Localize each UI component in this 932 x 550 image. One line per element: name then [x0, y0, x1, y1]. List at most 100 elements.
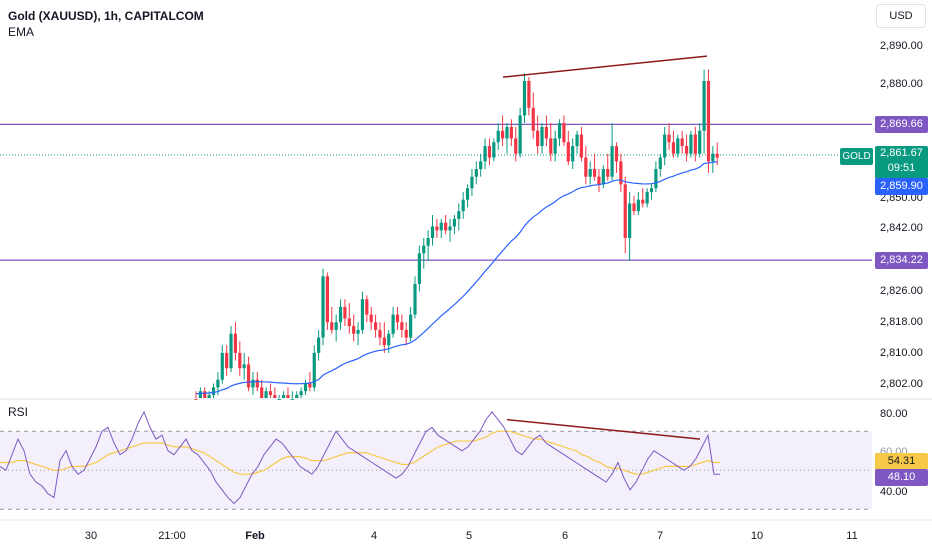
- time-tick: 21:00: [158, 530, 186, 542]
- candle-body: [606, 169, 610, 177]
- candle-body: [514, 138, 518, 154]
- time-tick: Feb: [245, 530, 265, 542]
- candle-body: [588, 169, 592, 177]
- price-trendline: [502, 55, 708, 78]
- candle-body: [584, 157, 588, 177]
- candle-body: [536, 130, 540, 147]
- candle-body: [286, 395, 290, 398]
- candle-body: [592, 169, 597, 177]
- candle-body: [194, 398, 198, 400]
- last-price-tag: 2,861.67 09:51: [875, 146, 928, 179]
- candle-body: [706, 80, 711, 162]
- candle-body: [579, 134, 584, 158]
- candle-body: [409, 314, 413, 338]
- ema-price-tag: 2,859.90: [875, 178, 928, 195]
- candle-body: [282, 395, 286, 398]
- candle-body: [352, 326, 356, 334]
- candle-body: [356, 329, 360, 334]
- candle-body: [571, 146, 575, 162]
- price-tick: 2,818.00: [880, 316, 923, 328]
- candle-body: [255, 379, 259, 388]
- candle-body: [632, 203, 636, 212]
- candle-body: [422, 245, 426, 254]
- candle-body: [273, 395, 277, 398]
- candle-body: [373, 322, 378, 330]
- candle-body: [715, 153, 719, 158]
- candle-body: [330, 322, 334, 330]
- ema-indicator-label[interactable]: EMA: [8, 25, 35, 39]
- candle-body: [391, 314, 395, 334]
- candle-body: [676, 138, 680, 154]
- candle-body: [610, 146, 614, 177]
- candle-body: [479, 161, 483, 170]
- currency-button[interactable]: USD: [876, 4, 926, 28]
- candle-body: [347, 318, 351, 327]
- rsi-ma-line: [0, 430, 720, 475]
- candle-body: [483, 146, 487, 162]
- candle-body: [623, 184, 627, 238]
- candle-body: [693, 134, 697, 154]
- candle-body: [649, 188, 654, 193]
- candle-body: [544, 126, 548, 139]
- candle-body: [365, 299, 369, 315]
- candle-body: [557, 123, 562, 139]
- candle-body: [549, 138, 553, 154]
- candle-body: [680, 138, 684, 147]
- rsi-value-tag: 48.10: [875, 469, 928, 486]
- candle-body: [505, 126, 509, 139]
- candle-body: [645, 192, 649, 204]
- candle-body: [448, 226, 452, 231]
- rsi-tick: 80.00: [880, 408, 908, 420]
- time-tick: 6: [561, 530, 569, 542]
- candle-body: [198, 391, 202, 398]
- candle-body: [220, 352, 224, 380]
- last-price-value: 2,861.67: [880, 147, 923, 159]
- time-tick: 30: [84, 530, 98, 542]
- price-tick: 2,842.00: [880, 222, 923, 234]
- candle-body: [614, 146, 619, 162]
- candle-body: [619, 161, 623, 185]
- candle-body: [667, 134, 671, 143]
- candle-body: [207, 395, 211, 398]
- candle-body: [216, 379, 220, 388]
- price-tick: 2,890.00: [880, 40, 923, 52]
- candle-body: [522, 80, 527, 116]
- candle-body: [260, 387, 264, 398]
- candle-body: [566, 142, 570, 162]
- candle-body: [238, 352, 242, 369]
- candles-group: [194, 69, 719, 400]
- time-tick: 11: [846, 530, 858, 542]
- candle-body: [417, 253, 421, 284]
- candle-body: [509, 126, 513, 139]
- candle-body: [338, 306, 343, 323]
- candle-body: [299, 391, 303, 396]
- candle-body: [343, 306, 347, 319]
- candle-body: [501, 130, 505, 139]
- candle-body: [562, 123, 566, 143]
- candle-body: [268, 391, 273, 396]
- chart-title: Gold (XAUUSD), 1h, CAPITALCOM: [8, 9, 204, 23]
- candle-body: [413, 283, 417, 315]
- price-tick: 2,850.00: [880, 192, 923, 204]
- candle-body: [531, 107, 535, 131]
- candle-body: [369, 314, 373, 323]
- candle-body: [636, 199, 640, 212]
- candle-body: [711, 153, 715, 162]
- candle-body: [698, 130, 702, 154]
- symbol-label: GOLD: [840, 148, 873, 165]
- candle-body: [360, 299, 365, 330]
- candle-body: [203, 391, 207, 398]
- candle-body: [308, 383, 312, 388]
- candle-body: [654, 169, 658, 189]
- candle-body: [378, 329, 382, 338]
- candle-body: [684, 146, 689, 154]
- hline-lower-price-tag: 2,834.22: [875, 252, 928, 269]
- price-tick: 2,810.00: [880, 347, 923, 359]
- candle-body: [387, 333, 391, 346]
- candle-body: [601, 169, 605, 185]
- candle-body: [321, 276, 325, 338]
- candle-body: [334, 322, 338, 330]
- time-tick: 5: [465, 530, 473, 542]
- rsi-indicator-label[interactable]: RSI: [8, 405, 29, 419]
